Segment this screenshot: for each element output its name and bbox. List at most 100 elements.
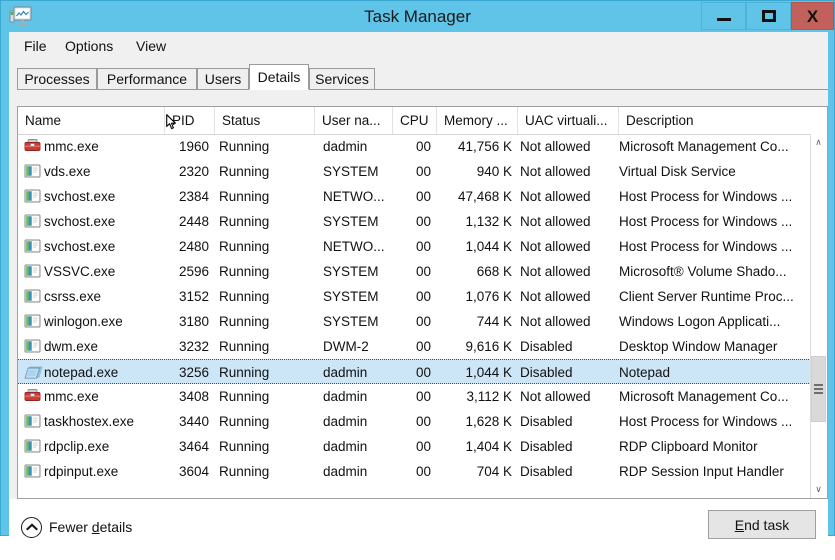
cell-status: Running xyxy=(219,264,270,279)
cell-uac: Not allowed xyxy=(520,314,591,329)
cell-status: Running xyxy=(219,214,270,229)
cell-pid: 2596 xyxy=(178,264,209,279)
table-row[interactable]: winlogon.exe 3180 Running SYSTEM 00 744 K Not … xyxy=(18,309,811,334)
table-row[interactable]: csrss.exe 3152 Running SYSTEM 00 1,076 K Not a… xyxy=(18,284,811,309)
footer-bar: Fewer details End task xyxy=(9,499,828,560)
cell-user: dadmin xyxy=(323,389,368,404)
cell-description: Host Process for Windows ... xyxy=(619,414,793,429)
column-header-pid[interactable]: PID xyxy=(165,107,215,134)
table-row[interactable]: svchost.exe 2448 Running SYSTEM 00 1,132 K Not… xyxy=(18,209,811,234)
maximize-icon xyxy=(761,10,776,22)
table-row[interactable]: rdpclip.exe 3464 Running dadmin 00 1,404 K Dis… xyxy=(18,434,811,459)
menu-file[interactable]: File xyxy=(24,38,47,54)
cell-name: rdpinput.exe xyxy=(44,464,119,479)
column-header-description[interactable]: Description xyxy=(626,113,694,128)
menu-options[interactable]: Options xyxy=(65,38,114,54)
tab-services[interactable]: Services xyxy=(309,68,375,90)
table-row[interactable]: VSSVC.exe 2596 Running SYSTEM 00 668 K Not all… xyxy=(18,259,811,284)
table-row[interactable]: vds.exe 2320 Running SYSTEM 00 940 K Not allow… xyxy=(18,159,811,184)
cell-cpu: 00 xyxy=(415,439,431,454)
close-icon: X xyxy=(806,6,819,26)
cell-memory: 1,132 K xyxy=(465,214,512,229)
cell-pid: 1960 xyxy=(178,139,209,154)
cell-cpu: 00 xyxy=(415,139,431,154)
window-title: Task Manager xyxy=(364,7,471,26)
cell-uac: Disabled xyxy=(520,414,573,429)
tab-users[interactable]: Users xyxy=(197,68,249,90)
cell-description: Microsoft® Volume Shado... xyxy=(619,264,787,279)
cell-description: Windows Logon Applicati... xyxy=(619,314,781,329)
table-row[interactable]: svchost.exe 2384 Running NETWO... 00 47,468 K… xyxy=(18,184,811,209)
tab-details[interactable]: Details xyxy=(249,64,309,90)
column-header-status[interactable]: Status xyxy=(215,107,315,134)
cell-cpu: 00 xyxy=(415,464,431,479)
cell-status: Running xyxy=(219,139,270,154)
cell-uac: Disabled xyxy=(520,365,573,380)
cell-pid: 2384 xyxy=(178,189,209,204)
cell-status: Running xyxy=(219,339,270,354)
cell-description: Host Process for Windows ... xyxy=(619,214,793,229)
maximize-button[interactable] xyxy=(746,2,791,30)
tab-performance[interactable]: Performance xyxy=(97,68,197,90)
column-header-uac[interactable]: UAC virtuali... xyxy=(518,107,619,134)
cell-user: SYSTEM xyxy=(323,289,379,304)
menu-bar: File Options View xyxy=(9,32,828,62)
cell-user: dadmin xyxy=(323,139,368,154)
cell-cpu: 00 xyxy=(415,289,431,304)
cell-name: svchost.exe xyxy=(44,214,116,229)
scrollbar-grip-icon xyxy=(814,382,823,396)
cell-user: NETWO... xyxy=(323,239,385,254)
cell-cpu: 00 xyxy=(415,389,431,404)
scroll-up-button[interactable]: ∧ xyxy=(811,134,826,151)
cell-memory: 704 K xyxy=(476,464,512,479)
table-row[interactable]: notepad.exe 3256 Running dadmin 00 1,044 K Dis… xyxy=(18,359,811,384)
column-header-username[interactable]: User na... xyxy=(315,107,393,134)
minimize-icon xyxy=(716,18,731,21)
tab-strip: Processes Performance Users Details Serv… xyxy=(9,62,828,91)
cell-cpu: 00 xyxy=(415,239,431,254)
cell-user: DWM-2 xyxy=(323,339,369,354)
table-row[interactable]: svchost.exe 2480 Running NETWO... 00 1,044 K N… xyxy=(18,234,811,259)
table-row[interactable]: dwm.exe 3232 Running DWM-2 00 9,616 K Disabled… xyxy=(18,334,811,359)
cell-memory: 744 K xyxy=(476,314,512,329)
close-button[interactable]: X xyxy=(791,2,834,30)
cell-user: SYSTEM xyxy=(323,164,379,179)
cell-status: Running xyxy=(219,239,270,254)
cell-name: mmc.exe xyxy=(44,139,99,154)
chevron-down-icon: ∨ xyxy=(815,484,822,494)
generic-app-icon xyxy=(24,188,41,204)
title-bar[interactable]: Task Manager X xyxy=(1,1,834,32)
cell-uac: Not allowed xyxy=(520,164,591,179)
cell-name: VSSVC.exe xyxy=(44,264,116,279)
scroll-down-button[interactable]: ∨ xyxy=(811,481,826,498)
table-row[interactable]: mmc.exe 1960 Running dadmin 00 41,756 K Not al… xyxy=(18,134,811,159)
cell-pid: 3180 xyxy=(178,314,209,329)
cell-status: Running xyxy=(219,414,270,429)
cell-name: vds.exe xyxy=(44,164,91,179)
cell-description: RDP Session Input Handler xyxy=(619,464,784,479)
cell-memory: 1,044 K xyxy=(465,239,512,254)
fewer-details-button[interactable]: Fewer details xyxy=(21,514,132,540)
vertical-scrollbar[interactable]: ∧ ∨ xyxy=(810,134,827,498)
cell-description: Virtual Disk Service xyxy=(619,164,736,179)
column-header-memory[interactable]: Memory ... xyxy=(437,107,518,134)
cell-uac: Disabled xyxy=(520,439,573,454)
scrollbar-thumb[interactable] xyxy=(811,356,826,422)
table-row[interactable]: rdpinput.exe 3604 Running dadmin 00 704 K Disa… xyxy=(18,459,811,484)
column-header-name[interactable]: Name xyxy=(18,107,165,134)
generic-app-icon xyxy=(24,413,41,429)
column-header-cpu[interactable]: CPU xyxy=(393,107,437,134)
table-row[interactable]: taskhostex.exe 3440 Running dadmin 00 1,628 K… xyxy=(18,409,811,434)
generic-app-icon xyxy=(24,238,41,254)
cell-name: svchost.exe xyxy=(44,189,116,204)
tab-processes[interactable]: Processes xyxy=(17,68,97,90)
cell-pid: 3152 xyxy=(178,289,209,304)
toolbox-icon xyxy=(24,388,41,404)
end-task-button[interactable]: End task xyxy=(708,510,816,539)
cell-status: Running xyxy=(219,389,270,404)
cell-pid: 2480 xyxy=(178,239,209,254)
cell-status: Running xyxy=(219,314,270,329)
table-row[interactable]: mmc.exe 3408 Running dadmin 00 3,112 K Not all… xyxy=(18,384,811,409)
minimize-button[interactable] xyxy=(701,2,746,30)
menu-view[interactable]: View xyxy=(136,38,167,54)
